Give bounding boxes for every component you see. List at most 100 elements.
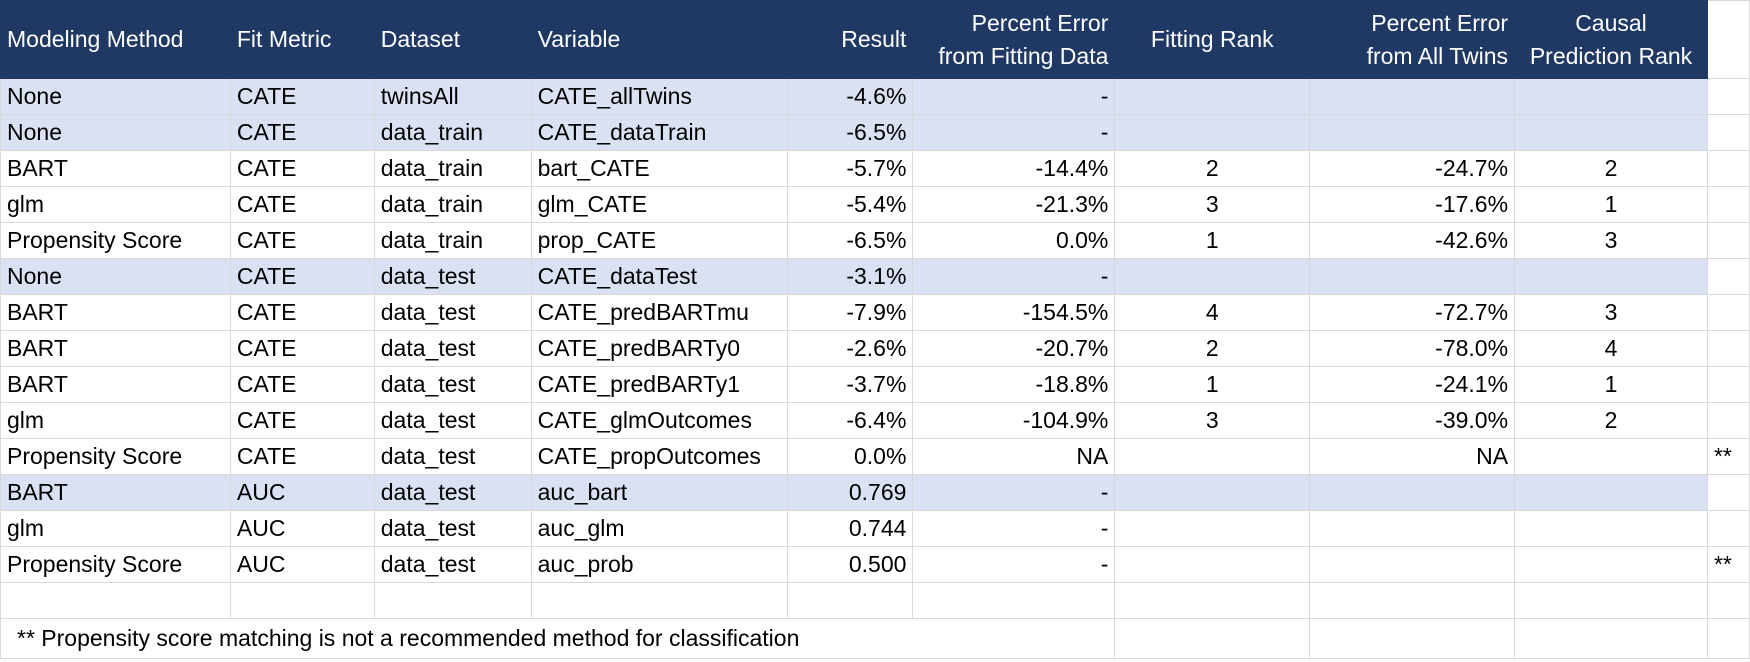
cell-result[interactable]: -3.7% — [786, 366, 914, 403]
cell-variable[interactable]: CATE_predBARTy0 — [530, 330, 788, 367]
cell-result[interactable]: 0.0% — [786, 438, 914, 475]
cell-percent-error-fitting[interactable]: - — [912, 510, 1116, 547]
header-percent-error-fitting[interactable]: Percent Error from Fitting Data — [912, 0, 1116, 79]
cell-causal-prediction-rank[interactable] — [1514, 114, 1708, 151]
cell-fit-metric[interactable]: CATE — [229, 258, 375, 295]
cell-fitting-rank[interactable] — [1114, 258, 1311, 295]
cell-result[interactable]: -6.5% — [786, 114, 914, 151]
cell-variable[interactable]: auc_glm — [530, 510, 788, 547]
cell-variable[interactable]: CATE_predBARTy1 — [530, 366, 788, 403]
header-fitting-rank[interactable]: Fitting Rank — [1114, 0, 1311, 79]
cell-variable[interactable]: CATE_allTwins — [530, 78, 788, 115]
cell-percent-error-fitting[interactable]: -154.5% — [912, 294, 1116, 331]
cell-causal-prediction-rank[interactable] — [1514, 258, 1708, 295]
cell-percent-error-all-twins[interactable]: -24.7% — [1309, 150, 1516, 187]
empty-cell[interactable] — [373, 582, 532, 619]
header-blank-cell[interactable] — [1706, 0, 1750, 79]
cell-causal-prediction-rank[interactable]: 4 — [1514, 330, 1708, 367]
cell-percent-error-fitting[interactable]: - — [912, 546, 1116, 583]
cell-note[interactable] — [1706, 114, 1750, 151]
cell-percent-error-all-twins[interactable]: -39.0% — [1309, 402, 1516, 439]
cell-dataset[interactable]: data_test — [373, 294, 532, 331]
cell-result[interactable]: -5.4% — [786, 186, 914, 223]
cell-variable[interactable]: bart_CATE — [530, 150, 788, 187]
cell-modeling-method[interactable]: None — [0, 114, 231, 151]
cell-percent-error-fitting[interactable]: -21.3% — [912, 186, 1116, 223]
cell-percent-error-all-twins[interactable]: -72.7% — [1309, 294, 1516, 331]
cell-fitting-rank[interactable] — [1114, 474, 1311, 511]
cell-variable[interactable]: CATE_glmOutcomes — [530, 402, 788, 439]
cell-causal-prediction-rank[interactable]: 2 — [1514, 402, 1708, 439]
cell-variable[interactable]: CATE_dataTest — [530, 258, 788, 295]
cell-percent-error-all-twins[interactable]: -24.1% — [1309, 366, 1516, 403]
cell-result[interactable]: -4.6% — [786, 78, 914, 115]
cell-causal-prediction-rank[interactable] — [1514, 546, 1708, 583]
cell-fit-metric[interactable]: AUC — [229, 510, 375, 547]
cell-fitting-rank[interactable]: 2 — [1114, 330, 1311, 367]
empty-cell[interactable] — [912, 582, 1116, 619]
cell-percent-error-all-twins[interactable]: NA — [1309, 438, 1516, 475]
cell-dataset[interactable]: data_train — [373, 150, 532, 187]
cell-fitting-rank[interactable]: 3 — [1114, 186, 1311, 223]
cell-fitting-rank[interactable]: 2 — [1114, 150, 1311, 187]
cell-fitting-rank[interactable]: 1 — [1114, 222, 1311, 259]
cell-fit-metric[interactable]: CATE — [229, 330, 375, 367]
cell-causal-prediction-rank[interactable] — [1514, 78, 1708, 115]
cell-note[interactable] — [1706, 258, 1750, 295]
cell-note[interactable] — [1706, 330, 1750, 367]
cell-variable[interactable]: CATE_predBARTmu — [530, 294, 788, 331]
cell-percent-error-fitting[interactable]: - — [912, 258, 1116, 295]
cell-note[interactable] — [1706, 294, 1750, 331]
cell-percent-error-all-twins[interactable] — [1309, 258, 1516, 295]
cell-fitting-rank[interactable] — [1114, 546, 1311, 583]
empty-cell[interactable] — [786, 582, 914, 619]
cell-modeling-method[interactable]: None — [0, 258, 231, 295]
cell-fit-metric[interactable]: CATE — [229, 114, 375, 151]
cell-percent-error-all-twins[interactable] — [1309, 78, 1516, 115]
cell-dataset[interactable]: data_test — [373, 402, 532, 439]
header-modeling-method[interactable]: Modeling Method — [0, 0, 231, 79]
cell-percent-error-all-twins[interactable]: -17.6% — [1309, 186, 1516, 223]
cell-dataset[interactable]: data_train — [373, 114, 532, 151]
empty-cell[interactable] — [1514, 582, 1708, 619]
empty-cell[interactable] — [1706, 582, 1750, 619]
empty-cell[interactable] — [530, 582, 788, 619]
cell-variable[interactable]: glm_CATE — [530, 186, 788, 223]
cell-note[interactable] — [1706, 186, 1750, 223]
cell-note[interactable]: ** — [1706, 438, 1750, 475]
cell-dataset[interactable]: data_test — [373, 510, 532, 547]
cell-note[interactable] — [1706, 366, 1750, 403]
cell-dataset[interactable]: data_test — [373, 366, 532, 403]
empty-cell[interactable] — [0, 582, 231, 619]
cell-fit-metric[interactable]: AUC — [229, 474, 375, 511]
cell-dataset[interactable]: data_test — [373, 438, 532, 475]
cell-dataset[interactable]: data_test — [373, 546, 532, 583]
cell-modeling-method[interactable]: glm — [0, 186, 231, 223]
cell-percent-error-fitting[interactable]: -18.8% — [912, 366, 1116, 403]
cell-variable[interactable]: CATE_propOutcomes — [530, 438, 788, 475]
cell-percent-error-all-twins[interactable]: -78.0% — [1309, 330, 1516, 367]
cell-percent-error-all-twins[interactable] — [1309, 474, 1516, 511]
cell-fit-metric[interactable]: CATE — [229, 78, 375, 115]
cell-modeling-method[interactable]: glm — [0, 510, 231, 547]
cell-causal-prediction-rank[interactable]: 1 — [1514, 366, 1708, 403]
cell-note[interactable] — [1706, 78, 1750, 115]
cell-variable[interactable]: auc_prob — [530, 546, 788, 583]
cell-causal-prediction-rank[interactable]: 3 — [1514, 294, 1708, 331]
cell-percent-error-fitting[interactable]: -104.9% — [912, 402, 1116, 439]
cell-result[interactable]: -6.4% — [786, 402, 914, 439]
cell-note[interactable] — [1706, 222, 1750, 259]
header-result[interactable]: Result — [786, 0, 914, 79]
cell-fit-metric[interactable]: AUC — [229, 546, 375, 583]
cell-percent-error-all-twins[interactable] — [1309, 510, 1516, 547]
cell-variable[interactable]: prop_CATE — [530, 222, 788, 259]
cell-fitting-rank[interactable]: 4 — [1114, 294, 1311, 331]
cell-modeling-method[interactable]: BART — [0, 150, 231, 187]
cell-fit-metric[interactable]: CATE — [229, 366, 375, 403]
cell-causal-prediction-rank[interactable]: 3 — [1514, 222, 1708, 259]
cell-causal-prediction-rank[interactable] — [1514, 510, 1708, 547]
cell-percent-error-all-twins[interactable]: -42.6% — [1309, 222, 1516, 259]
cell-note[interactable] — [1706, 510, 1750, 547]
cell-fitting-rank[interactable]: 3 — [1114, 402, 1311, 439]
cell-fitting-rank[interactable] — [1114, 114, 1311, 151]
